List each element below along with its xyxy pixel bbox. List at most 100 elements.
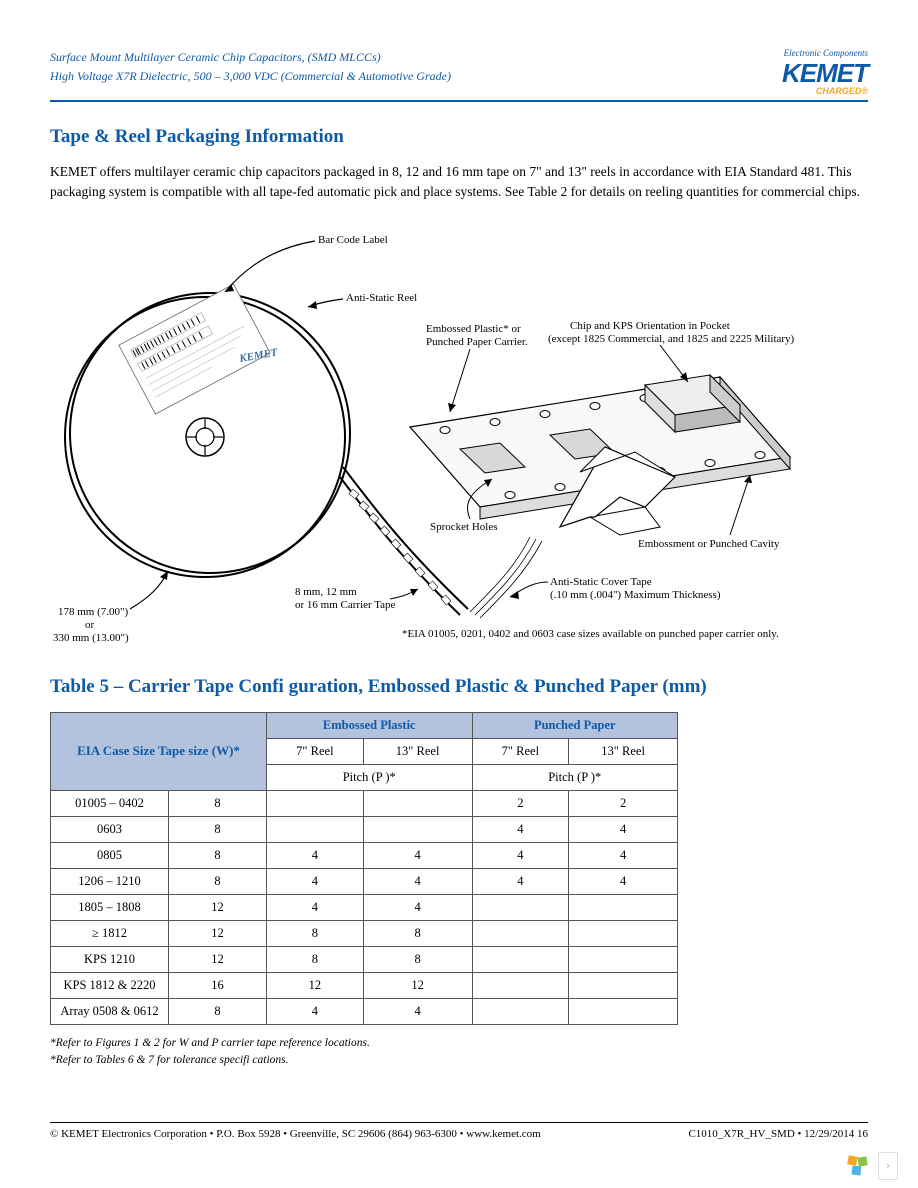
label-anti-static-cover-1: Anti-Static Cover Tape xyxy=(550,576,652,588)
table-cell: 1206 – 1210 xyxy=(51,868,169,894)
label-eia-note: *EIA 01005, 0201, 0402 and 0603 case siz… xyxy=(402,628,779,640)
th-eia-tape: EIA Case Size Tape size (W)* xyxy=(51,712,267,790)
table-cell xyxy=(472,972,569,998)
th-p-13: 13" Reel xyxy=(569,738,678,764)
header-line2: High Voltage X7R Dielectric, 500 – 3,000… xyxy=(50,67,451,86)
table-cell: 8 xyxy=(169,790,267,816)
table-cell xyxy=(569,894,678,920)
table-cell: 4 xyxy=(569,868,678,894)
label-embossed-carrier-2: Punched Paper Carrier. xyxy=(426,336,528,348)
table-cell: 8 xyxy=(363,946,472,972)
table-cell xyxy=(267,816,364,842)
th-emb-7: 7" Reel xyxy=(267,738,364,764)
table-row: 06038 44 xyxy=(51,816,678,842)
logo-block: Electronic Components KEMET CHARGED® xyxy=(782,48,868,96)
label-embossed-carrier-1: Embossed Plastic* or xyxy=(426,323,521,335)
table-cell: 8 xyxy=(169,868,267,894)
label-carrier-tape-1: 8 mm, 12 mm xyxy=(295,586,357,598)
table-cell: 4 xyxy=(569,842,678,868)
table-cell: 4 xyxy=(363,842,472,868)
label-anti-static-reel: Anti-Static Reel xyxy=(346,292,417,304)
table-cell: 8 xyxy=(169,842,267,868)
header-subtitle-block: Surface Mount Multilayer Ceramic Chip Ca… xyxy=(50,48,451,86)
table-cell xyxy=(569,920,678,946)
chevron-right-icon: › xyxy=(886,1158,891,1174)
table-cell: KPS 1210 xyxy=(51,946,169,972)
table-cell xyxy=(472,998,569,1024)
table-row: 1805 – 18081244 xyxy=(51,894,678,920)
table-cell: 4 xyxy=(363,998,472,1024)
table-cell xyxy=(267,790,364,816)
table-row: ≥ 18121288 xyxy=(51,920,678,946)
footnote-2: *Refer to Tables 6 & 7 for tolerance spe… xyxy=(50,1052,868,1069)
footer-right: C1010_X7R_HV_SMD • 12/29/2014 16 xyxy=(688,1128,868,1140)
th-pitch-p: Pitch (P )* xyxy=(472,764,678,790)
table-cell: 4 xyxy=(472,816,569,842)
table-cell: 4 xyxy=(472,868,569,894)
document-header: Surface Mount Multilayer Ceramic Chip Ca… xyxy=(50,48,868,102)
table-cell xyxy=(363,816,472,842)
tape-reel-diagram: KEMET Bar Code Label xyxy=(50,217,868,652)
label-reel-size-3: 330 mm (13.00") xyxy=(53,632,129,644)
page-footer: © KEMET Electronics Corporation • P.O. B… xyxy=(50,1122,868,1140)
table-cell: 12 xyxy=(267,972,364,998)
table-cell: ≥ 1812 xyxy=(51,920,169,946)
table-cell xyxy=(472,894,569,920)
table-cell: 12 xyxy=(363,972,472,998)
label-chip-orient-2: (except 1825 Commercial, and 1825 and 22… xyxy=(548,333,795,345)
th-pitch-emb: Pitch (P )* xyxy=(267,764,473,790)
table-cell: 4 xyxy=(569,816,678,842)
table-cell: 8 xyxy=(363,920,472,946)
table-cell: 4 xyxy=(472,842,569,868)
label-bar-code: Bar Code Label xyxy=(318,234,388,246)
table-cell: 16 xyxy=(169,972,267,998)
table-cell: 12 xyxy=(169,894,267,920)
reel-disc: KEMET xyxy=(65,284,468,615)
label-sprocket-holes: Sprocket Holes xyxy=(430,521,498,533)
table-row: KPS 1812 & 2220161212 xyxy=(51,972,678,998)
section-title: Tape & Reel Packaging Information xyxy=(50,126,868,148)
logo-tagline: Electronic Components xyxy=(782,48,868,58)
table-cell: 0805 xyxy=(51,842,169,868)
next-page-button[interactable]: › xyxy=(878,1152,898,1180)
table-title: Table 5 – Carrier Tape Confi guration, E… xyxy=(50,676,868,698)
th-punched: Punched Paper xyxy=(472,712,678,738)
kemet-logo: KEMET xyxy=(782,60,868,86)
label-reel-size-2: or xyxy=(85,619,95,631)
table-row: 01005 – 0402822 xyxy=(51,790,678,816)
table-cell: 4 xyxy=(267,894,364,920)
table-cell: 12 xyxy=(169,920,267,946)
table-cell: 8 xyxy=(267,920,364,946)
header-line1: Surface Mount Multilayer Ceramic Chip Ca… xyxy=(50,48,451,67)
table-row: 1206 – 121084444 xyxy=(51,868,678,894)
label-carrier-tape-2: or 16 mm Carrier Tape xyxy=(295,599,396,611)
table-cell xyxy=(569,972,678,998)
table-cell: Array 0508 & 0612 xyxy=(51,998,169,1024)
table-cell: 8 xyxy=(267,946,364,972)
th-eia-text: EIA Case Size xyxy=(77,743,155,758)
table-cell xyxy=(569,998,678,1024)
table-cell: 8 xyxy=(169,998,267,1024)
table-cell: 12 xyxy=(169,946,267,972)
table-cell: 0603 xyxy=(51,816,169,842)
table-cell: 2 xyxy=(472,790,569,816)
table-cell: 8 xyxy=(169,816,267,842)
footnote-1: *Refer to Figures 1 & 2 for W and P carr… xyxy=(50,1035,868,1052)
carrier-tape-table: EIA Case Size Tape size (W)* Embossed Pl… xyxy=(50,712,678,1025)
table-row: KPS 12101288 xyxy=(51,946,678,972)
table-cell: 4 xyxy=(363,894,472,920)
th-p-7: 7" Reel xyxy=(472,738,569,764)
table-cell: KPS 1812 & 2220 xyxy=(51,972,169,998)
section-body: KEMET offers multilayer ceramic chip cap… xyxy=(50,162,868,203)
label-chip-orient-1: Chip and KPS Orientation in Pocket xyxy=(570,320,730,332)
th-emb-13: 13" Reel xyxy=(363,738,472,764)
table-cell: 4 xyxy=(363,868,472,894)
page-navigation: › xyxy=(846,1152,898,1180)
table-cell: 4 xyxy=(267,998,364,1024)
th-tape-text: Tape size (W)* xyxy=(158,743,240,758)
table-cell: 4 xyxy=(267,842,364,868)
table-cell: 2 xyxy=(569,790,678,816)
colorful-squares-icon xyxy=(846,1154,870,1178)
table-cell xyxy=(472,946,569,972)
table-cell xyxy=(363,790,472,816)
